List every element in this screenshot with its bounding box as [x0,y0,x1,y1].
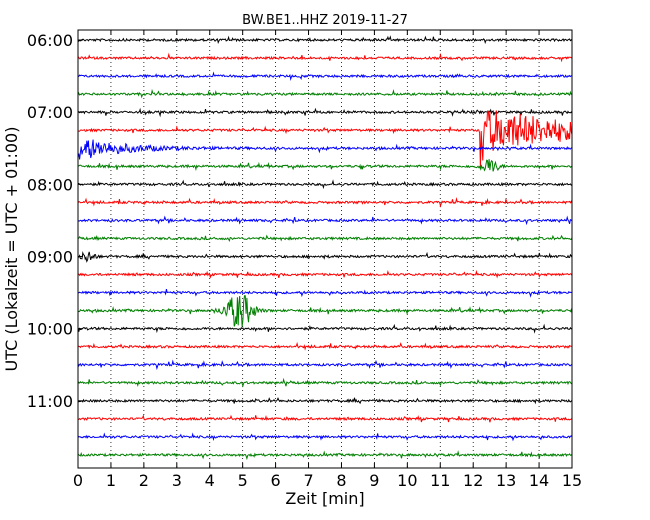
x-tick-label: 9 [369,471,379,490]
trace-0700 [77,107,573,118]
trace-0745 [77,159,573,172]
trace-1100 [77,397,573,405]
x-tick-label: 14 [529,471,549,490]
x-tick-label: 0 [73,471,83,490]
trace-1000 [77,323,573,334]
x-tick-label: 15 [562,471,582,490]
trace-0615 [77,52,573,63]
trace-0815 [77,197,573,208]
trace-0800 [78,179,573,190]
y-tick-label: 10:00 [27,320,73,339]
y-tick-label: 07:00 [27,103,73,122]
y-axis-label: UTC (Lokalzeit = UTC + 01:00) [2,127,21,372]
x-tick-label: 12 [463,471,483,490]
seismic-traces [77,35,573,461]
trace-1030 [77,359,573,371]
chart-title: BW.BE1..HHZ 2019-11-27 [242,13,408,28]
trace-0715 [77,110,573,168]
trace-1045 [77,377,573,388]
x-tick-label: 13 [496,471,516,490]
trace-0845 [77,234,573,242]
trace-0915 [77,269,573,279]
y-tick-label: 06:00 [27,31,73,50]
y-tick-label: 11:00 [27,392,73,411]
trace-0900 [77,250,573,263]
x-tick-label: 11 [430,471,450,490]
x-tick-label: 10 [397,471,417,490]
trace-0645 [77,88,572,99]
x-tick-label: 2 [139,471,149,490]
x-tick-label: 5 [238,471,248,490]
x-tick-label: 7 [303,471,313,490]
x-axis-label: Zeit [min] [285,489,364,508]
trace-0930 [77,288,573,298]
x-axis-ticks: 0 1 2 3 4 5 6 7 8 9 10 11 12 13 14 15 [73,30,582,490]
y-axis-ticks: 06:00 07:00 08:00 09:00 10:00 11:00 [27,31,83,411]
x-tick-label: 1 [106,471,116,490]
x-tick-label: 6 [271,471,281,490]
trace-0830 [77,215,573,226]
x-tick-label: 8 [336,471,346,490]
x-tick-label: 3 [172,471,182,490]
trace-0730 [77,139,573,160]
trace-1130 [77,432,573,442]
trace-1145 [77,450,573,461]
y-tick-label: 08:00 [27,175,73,194]
grid-lines [110,30,540,468]
x-tick-label: 4 [205,471,215,490]
trace-1015 [77,341,572,351]
plot-frame [77,29,573,469]
y-tick-label: 09:00 [27,247,73,266]
trace-0600 [77,35,573,45]
trace-0630 [77,71,572,82]
trace-0945 [77,295,573,327]
trace-1115 [78,414,573,423]
